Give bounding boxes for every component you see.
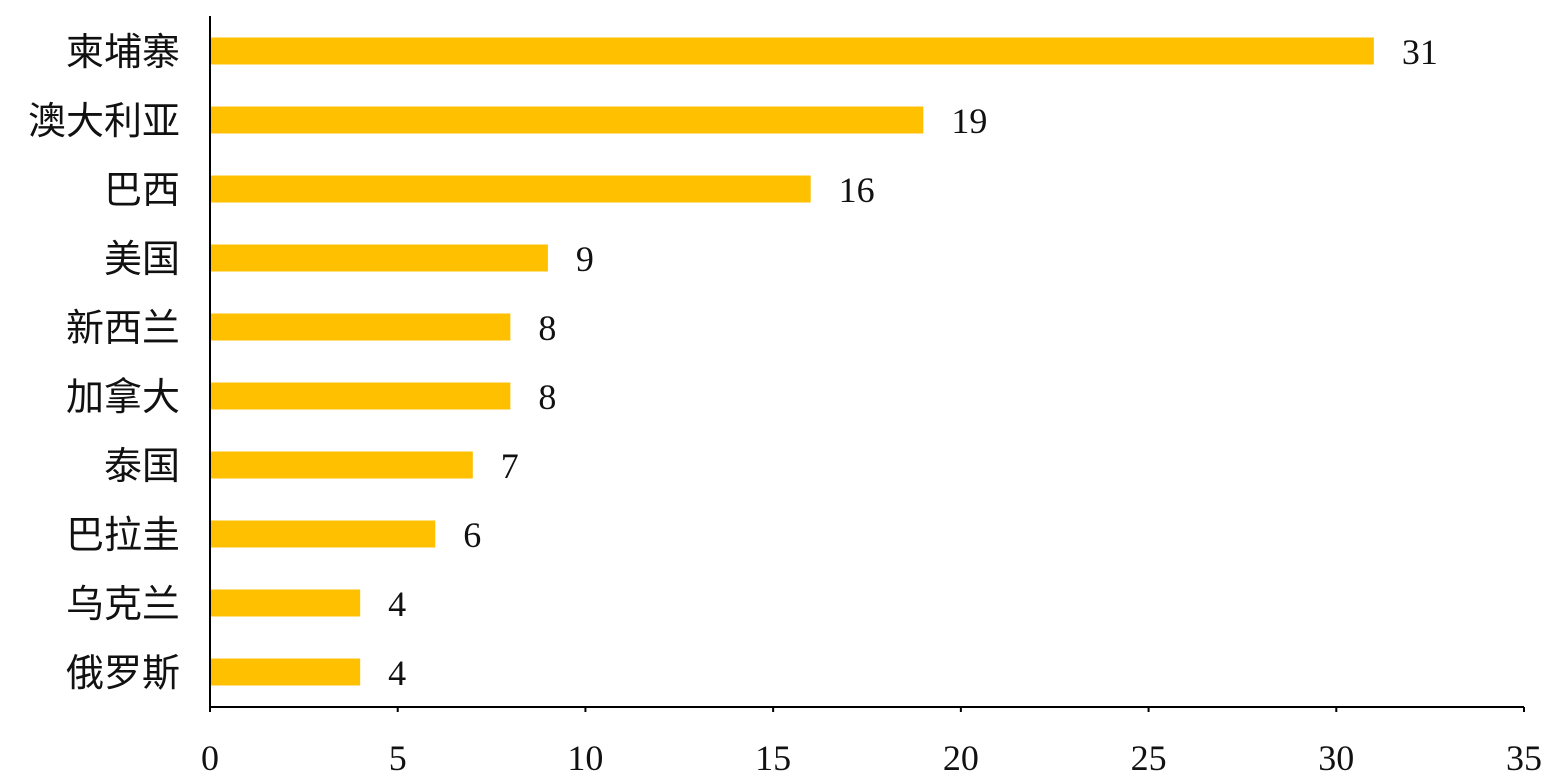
data-label-3: 9 [576,239,594,279]
bar-6 [210,451,473,479]
x-tick-label-6: 30 [1318,738,1354,778]
data-label-7: 6 [463,515,481,555]
data-label-5: 8 [538,377,556,417]
x-tick-label-2: 10 [567,738,603,778]
x-tick-label-5: 25 [1131,738,1167,778]
data-label-6: 7 [501,446,519,486]
data-label-9: 4 [388,653,406,693]
x-tick-label-4: 20 [943,738,979,778]
category-label-7: 巴拉圭 [66,513,180,557]
x-tick-label-0: 0 [201,738,219,778]
category-label-8: 乌克兰 [66,582,180,626]
bar-9 [210,658,361,686]
data-label-2: 16 [839,170,875,210]
category-label-6: 泰国 [104,444,180,488]
category-label-2: 巴西 [104,168,180,212]
x-tick-label-7: 35 [1506,738,1542,778]
x-tick-label-3: 15 [755,738,791,778]
bar-0 [210,37,1374,65]
category-label-9: 俄罗斯 [66,651,180,695]
x-axis-ticks-group: 0 5 10 15 20 25 30 35 [201,707,1542,778]
category-label-5: 加拿大 [66,375,180,419]
category-label-4: 新西兰 [66,306,180,350]
bar-3 [210,244,548,272]
bar-2 [210,175,811,203]
bar-4 [210,313,511,341]
category-label-1: 澳大利亚 [28,99,180,143]
bars-group [210,37,1374,686]
bar-5 [210,382,511,410]
bar-1 [210,106,924,134]
bar-8 [210,589,361,617]
x-tick-label-1: 5 [389,738,407,778]
data-label-1: 19 [951,101,987,141]
data-label-0: 31 [1402,32,1438,72]
category-label-0: 柬埔寨 [66,30,180,74]
category-label-3: 美国 [104,237,180,281]
bar-7 [210,520,436,548]
data-label-4: 8 [538,308,556,348]
data-label-8: 4 [388,584,406,624]
